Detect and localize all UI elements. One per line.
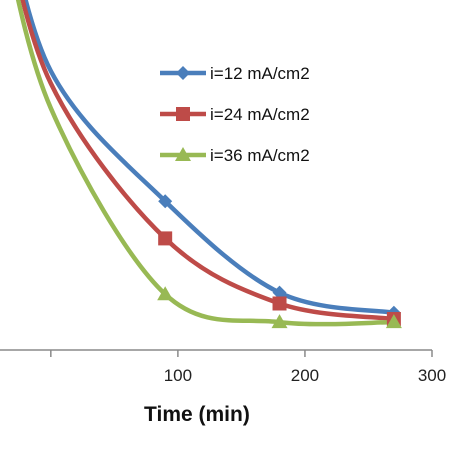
data-point-series-3 [271,314,288,329]
legend-swatch-marker [175,147,191,161]
data-point-series-3 [157,286,174,301]
x-tick-label: 100 [164,366,192,385]
x-axis-ticks: 100 200 300 [50,350,446,385]
data-point-series-2 [272,296,287,311]
x-tick-label: 300 [418,366,446,385]
legend-swatch-marker [176,66,190,80]
data-point-series-1 [158,194,173,209]
legend: i=12 mA/cm2 i=24 mA/cm2 i=36 mA/cm2 [160,64,310,165]
x-tick-label: 200 [291,366,319,385]
series-markers [157,194,402,329]
legend-label: i=12 mA/cm2 [210,64,310,83]
series-line-2 [20,0,397,322]
data-point-series-3 [385,314,402,329]
series-line-3 [15,0,397,327]
x-axis-title: Time (min) [144,403,250,426]
legend-label: i=36 mA/cm2 [210,146,310,165]
legend-swatch-marker [176,107,190,121]
legend-label: i=24 mA/cm2 [210,105,310,124]
series-line-1 [23,0,397,316]
data-point-series-1 [272,285,287,300]
data-point-series-2 [158,231,173,246]
series-lines [15,0,397,327]
